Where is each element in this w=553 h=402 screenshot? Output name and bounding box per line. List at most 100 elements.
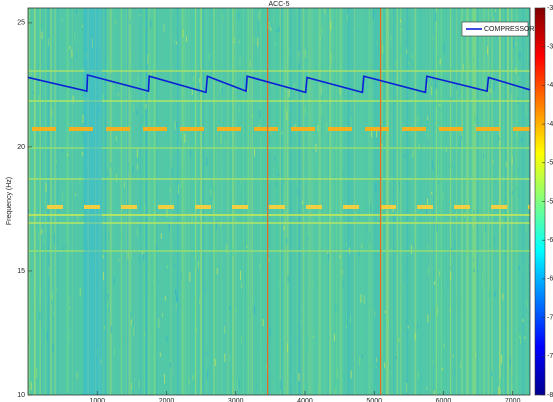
texture xyxy=(473,258,474,260)
texture xyxy=(351,370,352,378)
texture xyxy=(518,168,519,174)
texture xyxy=(485,392,486,394)
texture xyxy=(39,312,40,320)
texture xyxy=(476,127,500,131)
texture xyxy=(526,105,527,114)
texture xyxy=(450,8,451,395)
texture xyxy=(492,160,493,164)
texture xyxy=(351,103,352,110)
texture xyxy=(132,166,133,174)
texture xyxy=(279,26,280,32)
texture xyxy=(447,277,448,286)
texture xyxy=(174,39,175,43)
texture xyxy=(425,257,426,264)
texture xyxy=(313,149,314,153)
texture xyxy=(69,334,70,338)
texture xyxy=(408,8,409,395)
texture xyxy=(354,8,355,395)
texture xyxy=(259,264,260,270)
texture xyxy=(131,252,132,259)
texture xyxy=(454,240,455,250)
texture xyxy=(239,380,240,389)
texture xyxy=(184,134,185,142)
texture xyxy=(47,8,49,395)
chart: ACC-5 Frequency (Hz) 1015202510002000300… xyxy=(0,0,553,402)
texture xyxy=(417,205,433,209)
texture xyxy=(341,262,342,264)
texture xyxy=(258,21,259,28)
texture xyxy=(342,269,343,274)
texture xyxy=(418,371,419,378)
texture xyxy=(193,76,194,82)
texture xyxy=(80,176,81,184)
texture xyxy=(396,356,397,359)
texture xyxy=(140,8,141,395)
texture xyxy=(236,310,237,314)
texture xyxy=(443,343,444,347)
texture xyxy=(111,326,112,333)
texture xyxy=(381,270,382,273)
colorbar-tick-label: -5.5 xyxy=(547,198,553,205)
texture xyxy=(114,8,115,395)
texture xyxy=(279,282,280,284)
texture xyxy=(254,148,255,156)
texture xyxy=(223,14,224,22)
texture xyxy=(326,8,327,395)
texture xyxy=(156,8,157,395)
texture xyxy=(76,9,77,13)
texture xyxy=(477,161,478,166)
texture xyxy=(134,378,135,381)
texture xyxy=(156,245,157,250)
texture xyxy=(224,84,225,86)
texture xyxy=(313,335,314,338)
texture xyxy=(301,320,302,325)
texture xyxy=(250,246,251,253)
texture xyxy=(290,8,291,395)
texture xyxy=(454,205,470,209)
texture xyxy=(283,226,284,231)
texture xyxy=(418,8,420,395)
texture xyxy=(52,316,53,323)
texture xyxy=(238,14,239,19)
texture xyxy=(310,279,311,282)
texture xyxy=(291,127,315,131)
texture xyxy=(80,8,82,395)
texture xyxy=(153,8,155,395)
texture xyxy=(252,8,253,395)
texture xyxy=(252,296,253,303)
texture xyxy=(82,114,83,123)
texture xyxy=(314,387,315,390)
texture xyxy=(130,53,131,63)
texture xyxy=(189,379,190,385)
texture xyxy=(245,203,246,205)
texture xyxy=(246,245,247,247)
texture xyxy=(262,8,263,395)
texture xyxy=(494,291,495,297)
texture xyxy=(319,8,321,395)
texture xyxy=(321,26,322,35)
texture xyxy=(278,300,279,303)
texture xyxy=(480,8,481,395)
texture xyxy=(501,355,502,364)
texture xyxy=(513,127,537,131)
texture xyxy=(107,294,108,299)
texture xyxy=(402,127,426,131)
texture xyxy=(69,306,70,310)
texture xyxy=(181,272,182,280)
texture xyxy=(475,353,476,358)
texture xyxy=(474,269,475,272)
texture xyxy=(83,132,84,136)
texture xyxy=(283,180,284,185)
texture xyxy=(118,131,119,137)
texture xyxy=(239,58,240,66)
texture xyxy=(396,61,397,67)
colorbar-tick-label: -4.5 xyxy=(547,121,553,128)
texture xyxy=(128,8,129,395)
texture xyxy=(45,226,46,233)
texture xyxy=(176,302,177,310)
texture xyxy=(47,205,63,209)
texture xyxy=(174,264,175,267)
texture xyxy=(432,8,433,395)
texture xyxy=(288,276,289,282)
texture xyxy=(488,155,489,157)
